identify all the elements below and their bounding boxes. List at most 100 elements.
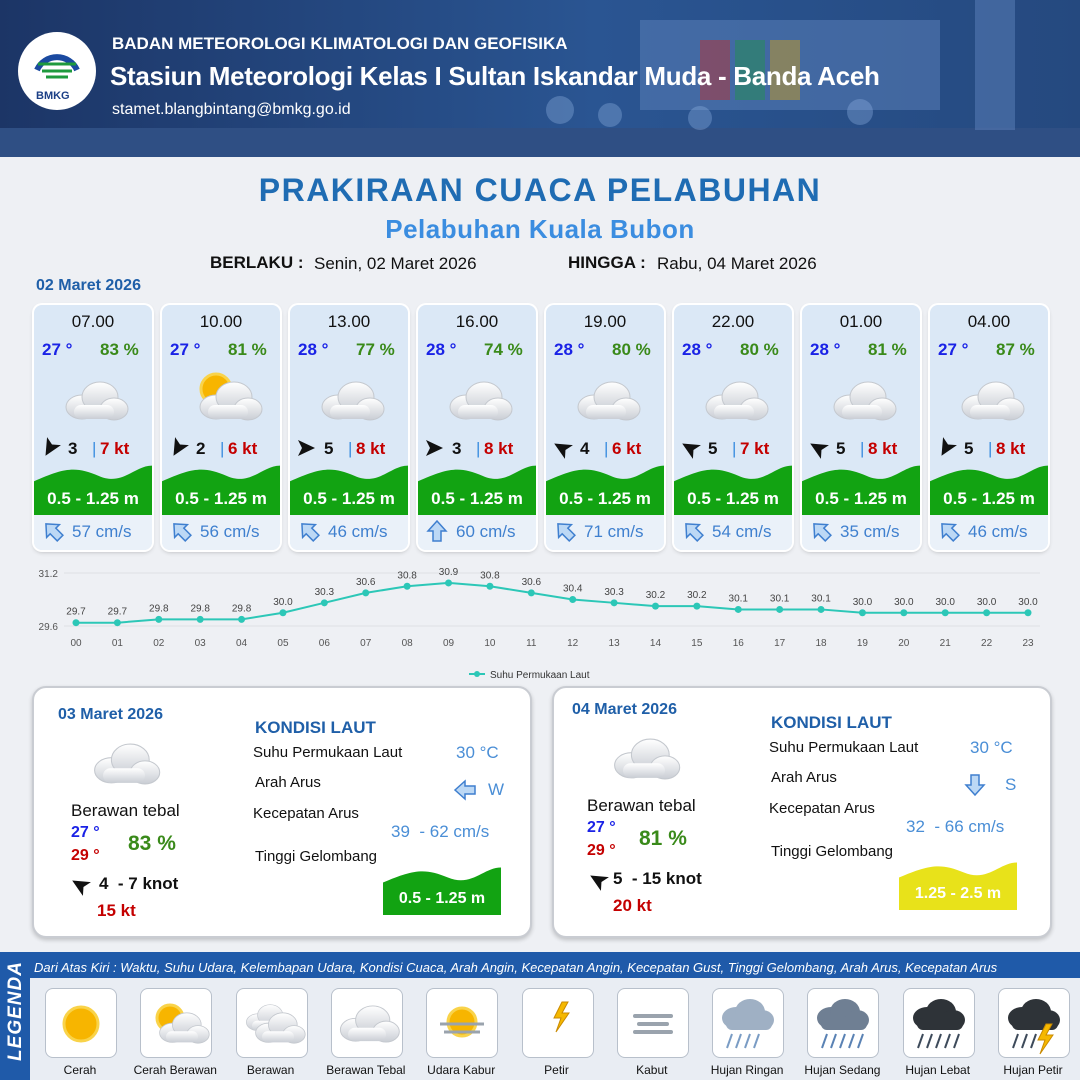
x-tick-label: 21 [940, 638, 952, 649]
sst-value-label: 30.9 [439, 567, 459, 578]
logo-mark [34, 54, 80, 79]
port-name: Pelabuhan Kuala Bubon [385, 214, 695, 244]
header-scene [0, 0, 1080, 157]
wave-height: 0.5 - 1.25 m [559, 489, 651, 508]
legend-icon-box [998, 988, 1070, 1058]
wind-speed: 4 [580, 439, 590, 458]
sea-title: KONDISI LAUT [255, 718, 376, 737]
wave-shape [674, 465, 792, 515]
separator: | [348, 439, 353, 458]
sst-point [651, 602, 659, 610]
time: 04.00 [967, 312, 1011, 331]
sst-point [445, 579, 453, 587]
wind-arrow [682, 443, 701, 459]
x-tick-label: 22 [981, 638, 993, 649]
x-tick-label: 15 [691, 638, 703, 649]
sst-point [238, 615, 246, 623]
sst-point [610, 599, 618, 607]
y-tick-label: 29.6 [39, 622, 59, 633]
wave-shape [546, 465, 664, 515]
wave-label: Tinggi Gelombang [771, 843, 894, 860]
wind-arrow [810, 443, 829, 459]
sst-label: Suhu Permukaan Laut [769, 739, 919, 756]
legend-icon-box [521, 988, 594, 1058]
x-tick-label: 17 [774, 638, 786, 649]
legend-icon [155, 1003, 210, 1044]
legend-item-label: Kabut [636, 1063, 668, 1077]
current-arrow [557, 523, 576, 542]
current-arrow [685, 523, 704, 542]
x-tick-label: 03 [195, 638, 207, 649]
wave-shape [290, 465, 408, 515]
forecast-card: 01.00 28 ° 81 % 5 | 8 kt 0.5 - 1.25 m 35 cm/s [802, 305, 920, 550]
wave-value: 0.5 - 1.25 m [398, 890, 486, 907]
wind-arrow [298, 440, 315, 456]
legend-item-label: Hujan Petir [1003, 1063, 1063, 1077]
speed-value: 39 - 62 cm/s [391, 822, 490, 841]
temp-max: 29 ° [71, 847, 100, 864]
forecast-card: 04.00 27 ° 87 % 5 | 8 kt 0.5 - 1.25 m 46 cm/s [930, 305, 1048, 550]
time: 22.00 [711, 312, 755, 331]
sst-value-label: 30.0 [853, 597, 873, 608]
panel-date: 04 Maret 2026 [572, 701, 677, 718]
gust: 7 kt [100, 439, 130, 458]
valid-from-label: BERLAKU : [210, 253, 304, 272]
sst-value-label: 29.7 [108, 607, 128, 618]
wave-label: Tinggi Gelombang [255, 848, 378, 865]
speed-label: Kecepatan Arus [769, 800, 875, 817]
temp-min: 27 ° [587, 819, 616, 836]
sst-point [113, 619, 121, 627]
current-arrow [964, 774, 986, 797]
temperature: 27 ° [42, 340, 73, 359]
separator: | [220, 439, 225, 458]
humidity: 77 % [356, 340, 395, 359]
legend-description: Dari Atas Kiri : Waktu, Suhu Udara, Kele… [34, 960, 998, 975]
direction-label: Arah Arus [771, 769, 837, 786]
legend-item-label: Berawan Tebal [326, 1063, 406, 1077]
current-speed: 35 cm/s [840, 522, 900, 541]
wave-shape [930, 465, 1048, 515]
legend-icon-box [45, 988, 117, 1058]
current-speed: 46 cm/s [968, 522, 1028, 541]
gust: 8 kt [356, 439, 386, 458]
sst-point [776, 605, 784, 613]
weather-icon [65, 381, 129, 421]
wave-height: 0.5 - 1.25 m [431, 489, 523, 508]
current-arrow [45, 523, 64, 542]
gust: 8 kt [996, 439, 1026, 458]
temperature: 28 ° [426, 340, 457, 359]
current-speed: 46 cm/s [328, 522, 388, 541]
legend-icon-box [140, 988, 213, 1058]
x-tick-label: 08 [402, 638, 414, 649]
x-tick-label: 07 [360, 638, 372, 649]
gust: 6 kt [612, 439, 642, 458]
sst-point [72, 619, 80, 627]
sst-value-label: 30.2 [646, 590, 666, 601]
time: 01.00 [839, 312, 883, 331]
legend-icon-box [902, 988, 975, 1058]
sst-value-label: 30.6 [356, 577, 376, 588]
forecast-card: 13.00 28 ° 77 % 5 | 8 kt 0.5 - 1.25 m 46 cm/s [290, 305, 408, 550]
gust: 7 kt [740, 439, 770, 458]
direction-value: S [1005, 775, 1017, 794]
weather-icon [961, 381, 1025, 421]
x-tick-label: 09 [443, 638, 455, 649]
x-tick-label: 10 [484, 638, 496, 649]
legend-icon [552, 1001, 570, 1033]
temp-min: 27 ° [71, 824, 100, 841]
current-arrow [301, 523, 320, 542]
legend-icon-box [330, 988, 403, 1058]
humidity: 80 % [740, 340, 779, 359]
legend-icon-box [426, 988, 499, 1058]
x-tick-label: 23 [1022, 638, 1034, 649]
weather-icon [449, 381, 513, 421]
sst-point [403, 582, 411, 590]
x-tick-label: 16 [733, 638, 745, 649]
sst-value: 30 °C [456, 743, 499, 762]
direction-value: W [488, 780, 505, 799]
legend-icon-box [712, 988, 785, 1058]
forecast-card: 22.00 28 ° 80 % 5 | 7 kt 0.5 - 1.25 m 54 cm/s [674, 305, 792, 550]
x-tick-label: 18 [815, 638, 827, 649]
valid-to: Rabu, 04 Maret 2026 [657, 254, 817, 273]
forecast-card: 19.00 28 ° 80 % 4 | 6 kt 0.5 - 1.25 m 71 cm/s [546, 305, 664, 550]
